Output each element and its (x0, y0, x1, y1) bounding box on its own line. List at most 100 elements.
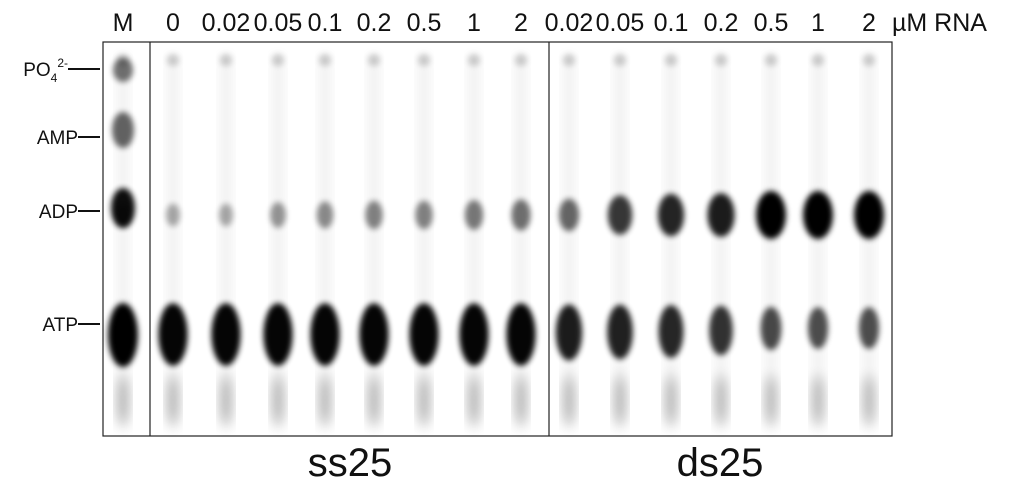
spot (607, 195, 633, 235)
spot (516, 375, 526, 425)
lane-smear (766, 55, 776, 430)
lane-label: 2 (514, 9, 528, 37)
spot (310, 303, 340, 366)
row-label: PO42- (23, 56, 68, 85)
spot (468, 54, 480, 66)
spot (118, 375, 128, 425)
spot (813, 375, 823, 425)
lane-smear (615, 55, 625, 430)
lane-label: 0.05 (596, 9, 645, 37)
spot (368, 54, 380, 66)
spot (658, 305, 684, 358)
lane-label: 0.5 (754, 9, 789, 37)
group-label: ss25 (308, 441, 393, 484)
spot (263, 303, 293, 366)
spot (419, 375, 429, 425)
spot (415, 200, 433, 230)
lane-label: 0.02 (545, 9, 594, 37)
spot (166, 203, 180, 227)
spot (221, 375, 231, 425)
spot (858, 307, 880, 349)
lane-label: 0.2 (704, 9, 739, 37)
row-label: ATP (42, 315, 78, 336)
lane-smear (469, 55, 479, 430)
lane-smear (716, 55, 726, 430)
lane-label: 1 (467, 9, 481, 37)
lane-label: 0.5 (407, 9, 442, 37)
lane-label: 0.1 (654, 9, 689, 37)
lane-smear (221, 55, 231, 430)
spot (112, 112, 134, 148)
lane-label: 0 (166, 9, 180, 37)
spot (108, 303, 138, 367)
spot (369, 375, 379, 425)
lane-label: 0.05 (254, 9, 303, 37)
lane-smear (273, 55, 283, 430)
spot (113, 58, 133, 82)
lane-smear (516, 55, 526, 430)
spot (272, 54, 284, 66)
spot (765, 54, 777, 66)
lane-label: 0.2 (357, 9, 392, 37)
spot (666, 375, 676, 425)
spot (854, 191, 884, 239)
spot (665, 54, 677, 66)
spot (657, 193, 685, 237)
spot (863, 54, 875, 66)
spot (459, 303, 489, 366)
spot (563, 54, 575, 66)
spot (614, 54, 626, 66)
spot (807, 307, 829, 349)
lane-label: 0.1 (308, 9, 343, 37)
lane-smear (864, 55, 874, 430)
spot (803, 191, 833, 239)
spot (607, 304, 633, 360)
spot (760, 306, 782, 351)
spot (864, 375, 874, 425)
spot (716, 375, 726, 425)
spot (812, 54, 824, 66)
spot (211, 303, 241, 366)
spot (168, 375, 178, 425)
lane-smear (320, 55, 330, 430)
lane-smear (118, 55, 128, 430)
row-label: AMP (37, 128, 78, 149)
lane-label: 0.02 (202, 9, 251, 37)
spot (167, 54, 179, 66)
lane-label: M (113, 9, 134, 37)
spot (319, 54, 331, 66)
lane-smear (564, 55, 574, 430)
unit-label: µM RNA (892, 9, 987, 37)
spot (418, 54, 430, 66)
spot (464, 200, 484, 230)
spot (506, 303, 536, 366)
spot (715, 54, 727, 66)
group-label: ds25 (677, 441, 764, 484)
spot (270, 202, 286, 228)
spot (409, 303, 439, 366)
spot (158, 303, 188, 366)
lane-smear (369, 55, 379, 430)
row-label: ADP (39, 202, 78, 223)
lane-smear (419, 55, 429, 430)
spot (273, 375, 283, 425)
spot (320, 375, 330, 425)
spot (316, 201, 334, 229)
spot (111, 188, 135, 228)
spot (709, 305, 733, 356)
gel-spots (108, 54, 884, 430)
spot (365, 200, 383, 230)
spot (469, 375, 479, 425)
spot (615, 375, 625, 425)
lane-smear (813, 55, 823, 430)
spot (558, 198, 580, 232)
spot (515, 54, 527, 66)
lane-label: 1 (811, 9, 825, 37)
spot (756, 191, 786, 239)
lane-smear (666, 55, 676, 430)
gel-frame (102, 41, 893, 437)
lane-smear (168, 55, 178, 430)
spot (766, 375, 776, 425)
spot (511, 199, 531, 231)
